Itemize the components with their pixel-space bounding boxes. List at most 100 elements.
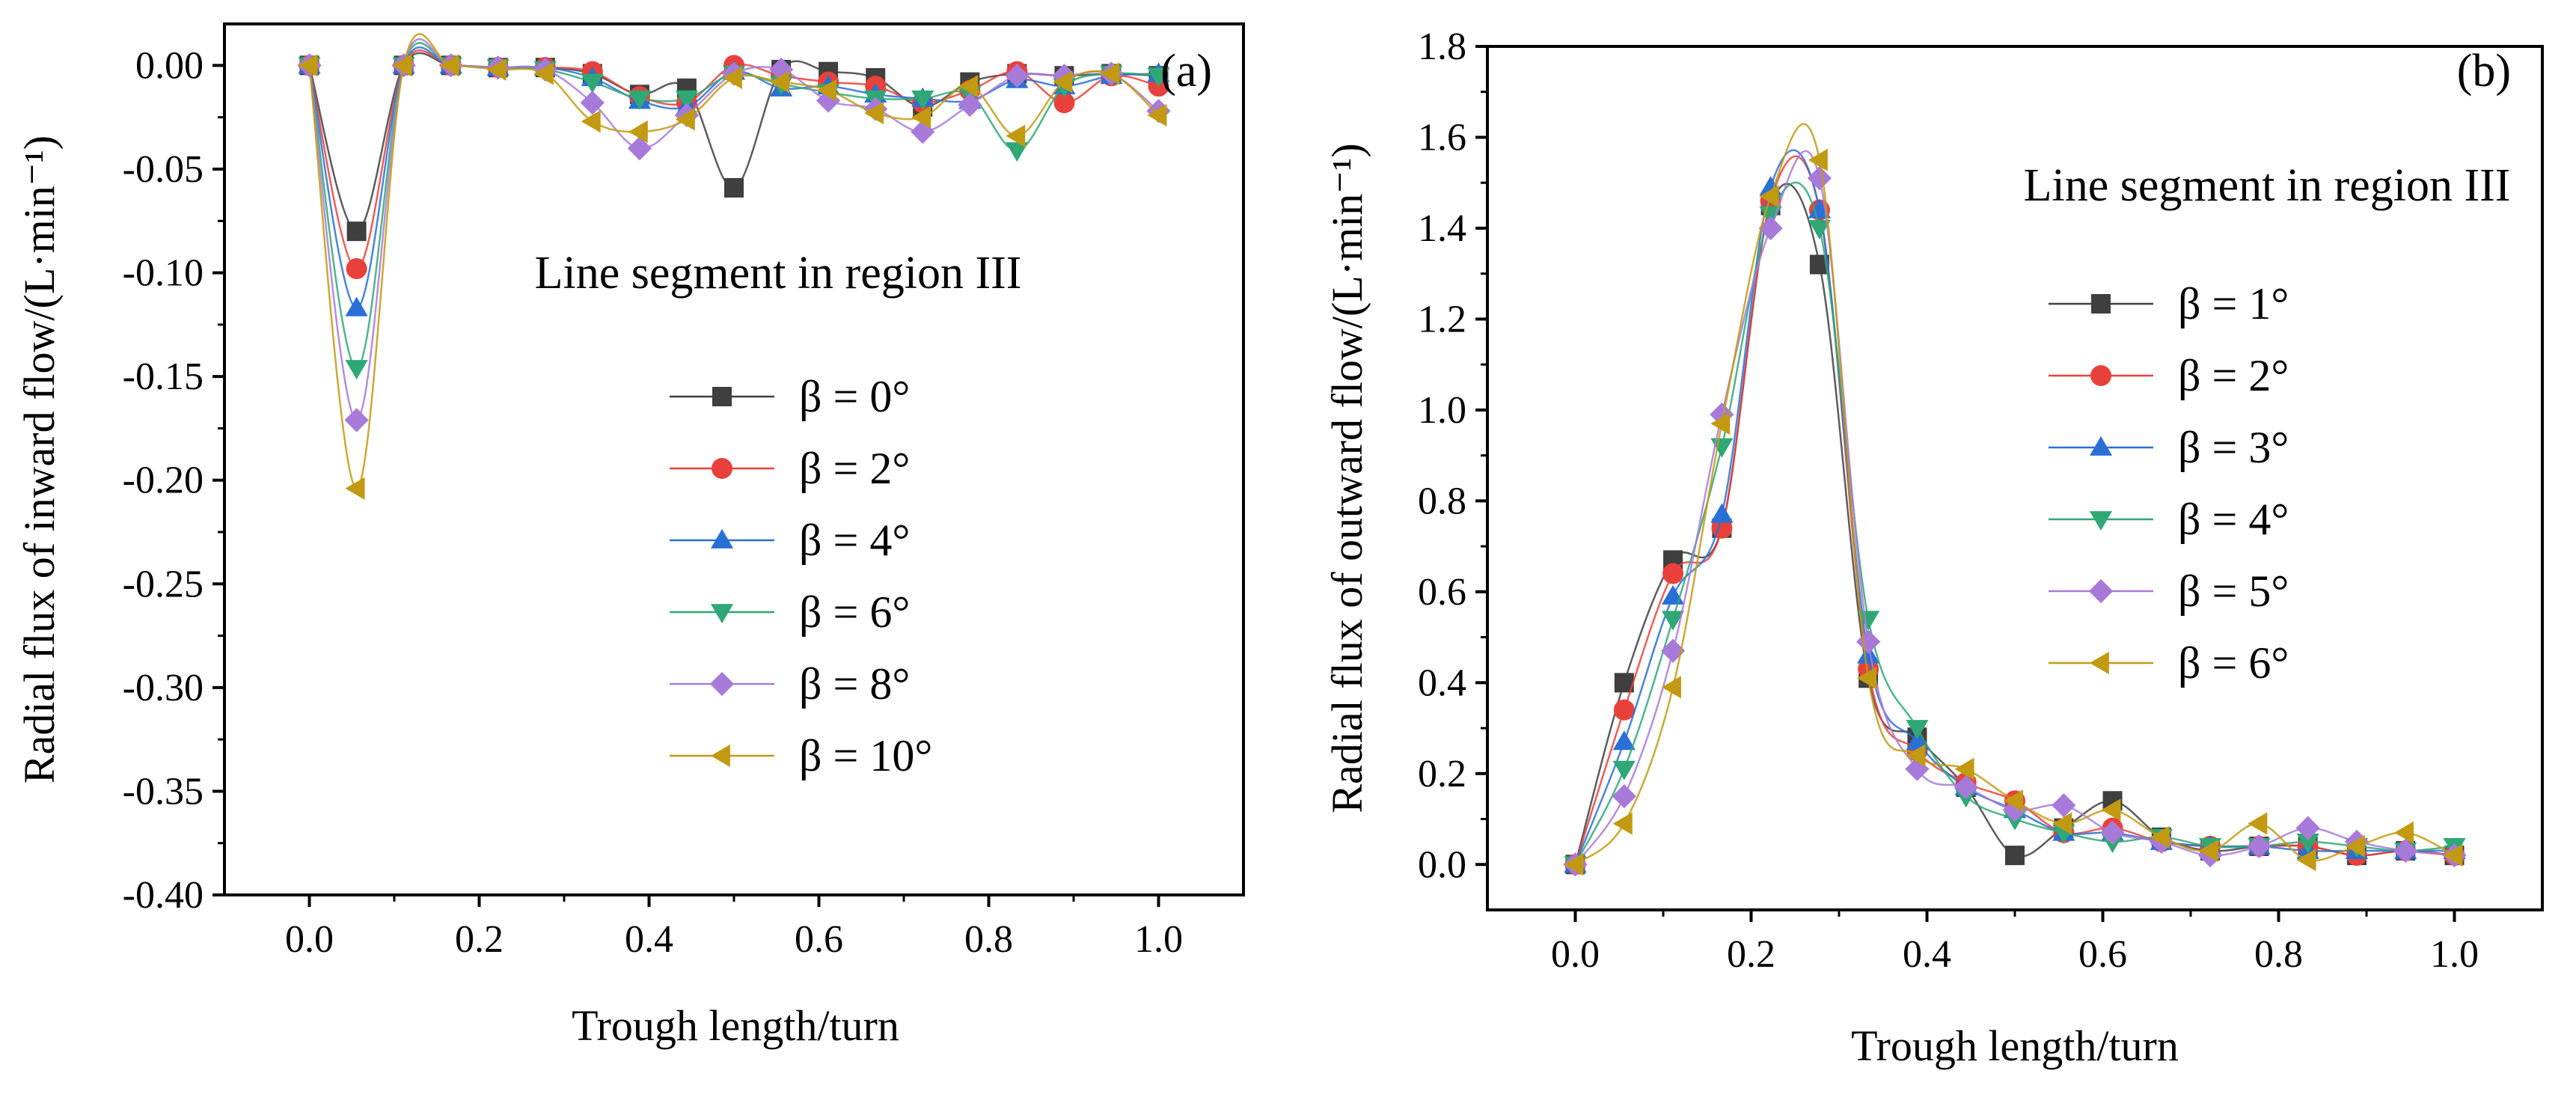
data-point bbox=[911, 106, 931, 129]
legend-label: β = 6° bbox=[799, 587, 910, 637]
data-point bbox=[628, 90, 651, 110]
data-point bbox=[1857, 611, 1880, 631]
data-point bbox=[2296, 849, 2316, 872]
data-point bbox=[1661, 676, 1681, 699]
series-line bbox=[1574, 123, 2456, 866]
legend-marker bbox=[709, 671, 735, 697]
data-point bbox=[345, 296, 368, 317]
y-tick-label: -0.25 bbox=[123, 563, 204, 605]
data-point bbox=[2003, 789, 2023, 813]
y-tick-label: 0.6 bbox=[1418, 571, 1466, 614]
data-point bbox=[1006, 124, 1026, 147]
legend-marker bbox=[2088, 578, 2114, 604]
legend-entry: β = 2° bbox=[670, 444, 910, 493]
data-point bbox=[1954, 774, 1978, 800]
data-point bbox=[627, 136, 652, 161]
data-point bbox=[2247, 834, 2271, 859]
legend-entry: β = 6° bbox=[2049, 638, 2289, 688]
legend-label: β = 6° bbox=[2178, 638, 2289, 688]
data-point bbox=[1147, 103, 1167, 127]
data-point bbox=[2150, 825, 2170, 849]
y-tick-label: -0.40 bbox=[123, 874, 204, 917]
legend-marker bbox=[2089, 511, 2113, 531]
data-point bbox=[345, 477, 365, 500]
data-point bbox=[675, 108, 695, 131]
y-tick-label: 1.6 bbox=[1418, 116, 1466, 159]
x-tick-label: 0.4 bbox=[625, 918, 673, 961]
y-tick-label: -0.15 bbox=[123, 355, 204, 398]
legend-marker bbox=[2090, 365, 2111, 386]
series-10° bbox=[298, 33, 1167, 500]
data-point bbox=[1808, 220, 1831, 240]
data-point bbox=[724, 177, 744, 198]
x-tick-label: 0.2 bbox=[455, 918, 504, 961]
data-point bbox=[2005, 846, 2025, 866]
data-point bbox=[2199, 839, 2219, 863]
data-point bbox=[1006, 142, 1029, 162]
y-tick-label: -0.20 bbox=[123, 459, 204, 502]
legend-label: β = 2° bbox=[799, 444, 910, 493]
data-point bbox=[439, 54, 459, 77]
legend-marker bbox=[2089, 651, 2109, 675]
x-tick-label: 1.0 bbox=[2430, 933, 2479, 976]
x-tick-label: 0.6 bbox=[2078, 933, 2127, 976]
data-point bbox=[1906, 720, 1929, 740]
legend-entry: β = 4° bbox=[2049, 495, 2289, 544]
legend-label: β = 4° bbox=[799, 516, 910, 565]
data-point bbox=[1614, 673, 1634, 693]
data-point bbox=[1906, 730, 1929, 751]
panel-a: 0.0 0.2 0.4 0.6 0.8 1.0 0.00 -0.05 -0.10 -0.15 -0.… bbox=[15, 22, 1245, 1050]
data-point bbox=[1612, 730, 1636, 751]
data-point bbox=[911, 119, 935, 144]
data-point bbox=[1100, 62, 1120, 85]
data-point bbox=[2002, 798, 2028, 822]
data-point bbox=[911, 90, 934, 110]
legend-label: β = 0° bbox=[799, 372, 910, 421]
series-2° bbox=[1564, 155, 2465, 875]
data-point bbox=[2345, 834, 2365, 858]
data-point bbox=[2052, 793, 2076, 818]
data-point bbox=[768, 57, 794, 82]
series-8° bbox=[297, 38, 1171, 433]
data-point bbox=[1857, 667, 1877, 690]
data-point bbox=[1857, 644, 1880, 664]
y-tick-label: 0.8 bbox=[1418, 480, 1466, 522]
y-tick-label: 0.0 bbox=[1418, 843, 1466, 886]
panel-b-legend: β = 1° β = 2° β = 3° β = 4° β = 5° β = 6° bbox=[2049, 279, 2289, 688]
data-point bbox=[1808, 148, 1828, 171]
data-point bbox=[392, 54, 412, 77]
legend-entry: β = 6° bbox=[670, 587, 910, 637]
legend-entry: β = 3° bbox=[2049, 423, 2289, 472]
series-6° bbox=[298, 42, 1170, 380]
legend-label: β = 8° bbox=[799, 659, 910, 709]
y-tick-label: 0.00 bbox=[135, 44, 204, 87]
panel-b-label: (b) bbox=[2457, 46, 2511, 97]
data-point bbox=[2248, 812, 2268, 835]
data-point bbox=[2443, 844, 2463, 867]
y-tick-label: -0.05 bbox=[123, 148, 204, 191]
data-point bbox=[1758, 216, 1783, 241]
series-line bbox=[1574, 155, 2455, 865]
data-point bbox=[1710, 412, 1731, 436]
x-tick-label: 0.6 bbox=[795, 918, 843, 961]
panel-b-ylabel: Radial flux of outward flow/(L·min⁻¹) bbox=[1323, 143, 1371, 813]
panel-b-series bbox=[1563, 123, 2467, 877]
series-5° bbox=[1563, 150, 2467, 877]
series-line bbox=[1574, 183, 2455, 865]
series-line bbox=[308, 33, 1160, 490]
data-point bbox=[2394, 821, 2414, 844]
y-tick-label: -0.35 bbox=[123, 770, 204, 813]
legend-entry: β = 10° bbox=[670, 731, 932, 780]
series-line bbox=[308, 38, 1160, 421]
data-point bbox=[958, 75, 979, 98]
data-point bbox=[533, 62, 554, 85]
data-point bbox=[958, 92, 982, 117]
data-point bbox=[1612, 760, 1636, 780]
panel-a-frame bbox=[223, 22, 1245, 896]
y-tick-label: 1.2 bbox=[1418, 298, 1466, 340]
y-tick-label: 0.2 bbox=[1418, 753, 1466, 795]
data-point bbox=[486, 58, 507, 82]
panel-b: 0.0 0.2 0.4 0.6 0.8 1.0 0.0 0.2 0.4 0.6 0.8 1.0 1.2 1… bbox=[1323, 25, 2544, 1070]
x-tick-label: 0.8 bbox=[2254, 933, 2303, 976]
